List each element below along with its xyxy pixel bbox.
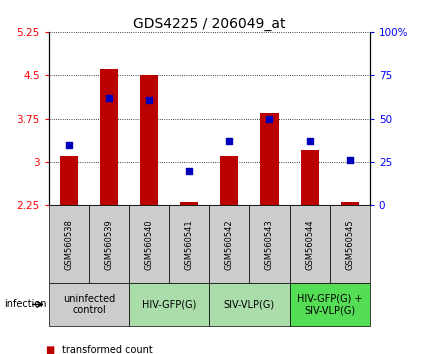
Point <box>346 158 353 163</box>
Point <box>65 142 72 147</box>
Bar <box>209 283 289 326</box>
Text: HIV-GFP(G) +
SIV-VLP(G): HIV-GFP(G) + SIV-VLP(G) <box>297 293 363 315</box>
Bar <box>49 283 129 326</box>
Text: GSM560543: GSM560543 <box>265 219 274 270</box>
Point <box>146 97 153 102</box>
Text: ■: ■ <box>45 346 54 354</box>
Bar <box>89 205 129 283</box>
Text: GSM560545: GSM560545 <box>345 219 354 270</box>
Point <box>226 138 233 144</box>
Bar <box>341 202 359 205</box>
Text: GSM560538: GSM560538 <box>65 219 74 270</box>
Text: GSM560540: GSM560540 <box>144 219 154 270</box>
Text: GSM560544: GSM560544 <box>305 219 314 270</box>
Point <box>306 138 313 144</box>
Text: GSM560541: GSM560541 <box>185 219 194 270</box>
Bar <box>100 69 118 205</box>
Text: transformed count: transformed count <box>62 346 153 354</box>
Bar <box>300 150 319 205</box>
Bar <box>49 205 89 283</box>
Bar <box>180 202 198 205</box>
Point <box>186 168 193 173</box>
Text: SIV-VLP(G): SIV-VLP(G) <box>224 299 275 309</box>
Point <box>266 116 273 121</box>
Text: GSM560542: GSM560542 <box>225 219 234 270</box>
Bar <box>261 113 278 205</box>
Bar <box>289 205 330 283</box>
Bar <box>209 205 249 283</box>
Bar <box>249 205 289 283</box>
Text: HIV-GFP(G): HIV-GFP(G) <box>142 299 196 309</box>
Text: uninfected
control: uninfected control <box>63 293 115 315</box>
Title: GDS4225 / 206049_at: GDS4225 / 206049_at <box>133 17 286 31</box>
Bar <box>169 205 209 283</box>
Bar <box>220 156 238 205</box>
Bar <box>330 205 370 283</box>
Text: GSM560539: GSM560539 <box>105 219 113 270</box>
Bar <box>60 156 78 205</box>
Bar <box>129 205 169 283</box>
Bar <box>129 283 209 326</box>
Bar <box>289 283 370 326</box>
Bar <box>140 75 158 205</box>
Point <box>106 95 113 101</box>
Text: infection: infection <box>4 299 47 309</box>
